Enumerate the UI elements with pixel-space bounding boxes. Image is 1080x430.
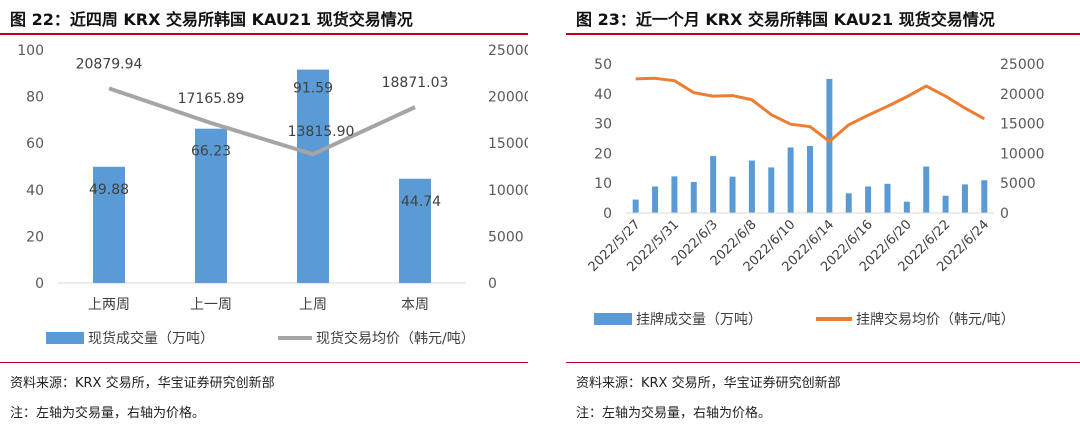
volume-data-label: 91.59 (293, 81, 333, 97)
right-chart: 0102030405005000100001500020000250002022… (586, 57, 1045, 328)
left-title-rule (0, 33, 528, 35)
right-axis-tick: 5000 (488, 229, 524, 245)
left-axis-tick: 20 (594, 146, 612, 162)
right-axis-tick: 10000 (1000, 146, 1045, 162)
left-axis-tick: 30 (594, 117, 612, 133)
left-axis-tick: 40 (594, 87, 612, 103)
volume-bar (195, 128, 227, 283)
left-axis-tick: 100 (17, 43, 44, 59)
price-data-label: 20879.94 (76, 56, 143, 72)
left-axis-tick: 20 (26, 229, 44, 245)
right-axis-tick: 5000 (1000, 176, 1036, 192)
right-axis-tick: 25000 (488, 43, 528, 59)
volume-bar (297, 69, 329, 283)
legend-bar-label: 挂牌成交量（万吨） (636, 311, 762, 328)
legend-line-label: 现货交易均价（韩元/吨） (316, 330, 475, 347)
volume-bar (787, 147, 794, 213)
right-axis-tick: 15000 (488, 136, 528, 152)
volume-bar (632, 199, 639, 213)
right-axis-tick: 0 (488, 276, 497, 292)
right-axis-tick: 10000 (488, 183, 528, 199)
volume-bar (671, 176, 678, 213)
right-note-text: 注：左轴为交易量，右轴为价格。 (576, 406, 772, 421)
volume-bar (652, 186, 659, 213)
right-axis-tick: 25000 (1000, 57, 1045, 73)
right-axis-tick: 20000 (488, 90, 528, 106)
volume-bar (981, 180, 988, 213)
x-axis-tick: 本周 (401, 297, 429, 313)
price-line (635, 76, 986, 143)
volume-bar (845, 193, 852, 213)
price-data-label: 13815.90 (288, 124, 355, 140)
left-axis-tick: 40 (26, 183, 44, 199)
volume-bar (768, 167, 775, 213)
right-title-rule (566, 33, 1080, 35)
left-figure-panel: 图 22：近四周 KRX 交易所韩国 KAU21 现货交易情况 0 20 40 60 8… (0, 0, 528, 430)
volume-bar (942, 195, 949, 213)
volume-data-label: 66.23 (191, 144, 231, 160)
legend-bar-swatch (46, 332, 84, 344)
price-data-label: 18871.03 (382, 75, 449, 91)
price-data-label: 17165.89 (178, 91, 245, 107)
left-note-text: 注：左轴为交易量，右轴为价格。 (10, 406, 206, 421)
volume-bar (748, 160, 755, 213)
volume-bar (710, 156, 717, 213)
volume-bar (690, 182, 697, 213)
right-axis-tick: 20000 (1000, 87, 1045, 103)
volume-bar (729, 176, 736, 213)
volume-bar (826, 78, 833, 214)
left-axis-tick: 0 (35, 276, 44, 292)
price-line (108, 86, 416, 157)
left-bottom-rule (0, 362, 528, 363)
right-figure-title: 图 23：近一个月 KRX 交易所韩国 KAU21 现货交易情况 (576, 10, 995, 29)
legend-line-label: 挂牌交易均价（韩元/吨） (856, 311, 1015, 328)
volume-bar (865, 186, 872, 213)
volume-bar (93, 166, 125, 283)
left-axis-tick: 60 (26, 136, 44, 152)
legend-bar-swatch (594, 313, 632, 325)
right-axis-tick: 0 (1000, 206, 1009, 222)
x-axis-tick: 上两周 (88, 297, 130, 313)
left-figure-title: 图 22：近四周 KRX 交易所韩国 KAU21 现货交易情况 (10, 10, 413, 29)
volume-bar (807, 145, 813, 213)
right-bottom-rule (566, 362, 1080, 363)
right-axis-tick: 15000 (1000, 117, 1045, 133)
volume-bar (903, 201, 910, 213)
volume-data-label: 44.74 (401, 194, 441, 210)
volume-bar (399, 178, 431, 283)
volume-bar (961, 184, 968, 213)
x-axis-tick: 上一周 (190, 297, 232, 313)
left-chart: 0 20 40 60 80 100 0 5000 10000 15000 20000 25000 上两周… (17, 43, 528, 347)
volume-bar (923, 166, 930, 213)
x-axis-tick: 上周 (299, 297, 327, 313)
volume-data-label: 49.88 (89, 182, 129, 198)
left-source-text: 资料来源：KRX 交易所，华宝证券研究创新部 (10, 376, 275, 391)
left-axis-tick: 10 (594, 176, 612, 192)
right-source-text: 资料来源：KRX 交易所，华宝证券研究创新部 (576, 376, 841, 391)
left-axis-tick: 80 (26, 90, 44, 106)
legend-bar-label: 现货成交量（万吨） (88, 330, 214, 347)
left-axis-tick: 0 (603, 206, 612, 222)
right-figure-panel: 图 23：近一个月 KRX 交易所韩国 KAU21 现货交易情况 0 10 20 30… (566, 0, 1080, 430)
volume-bar (884, 183, 891, 213)
left-axis-tick: 50 (594, 57, 612, 73)
